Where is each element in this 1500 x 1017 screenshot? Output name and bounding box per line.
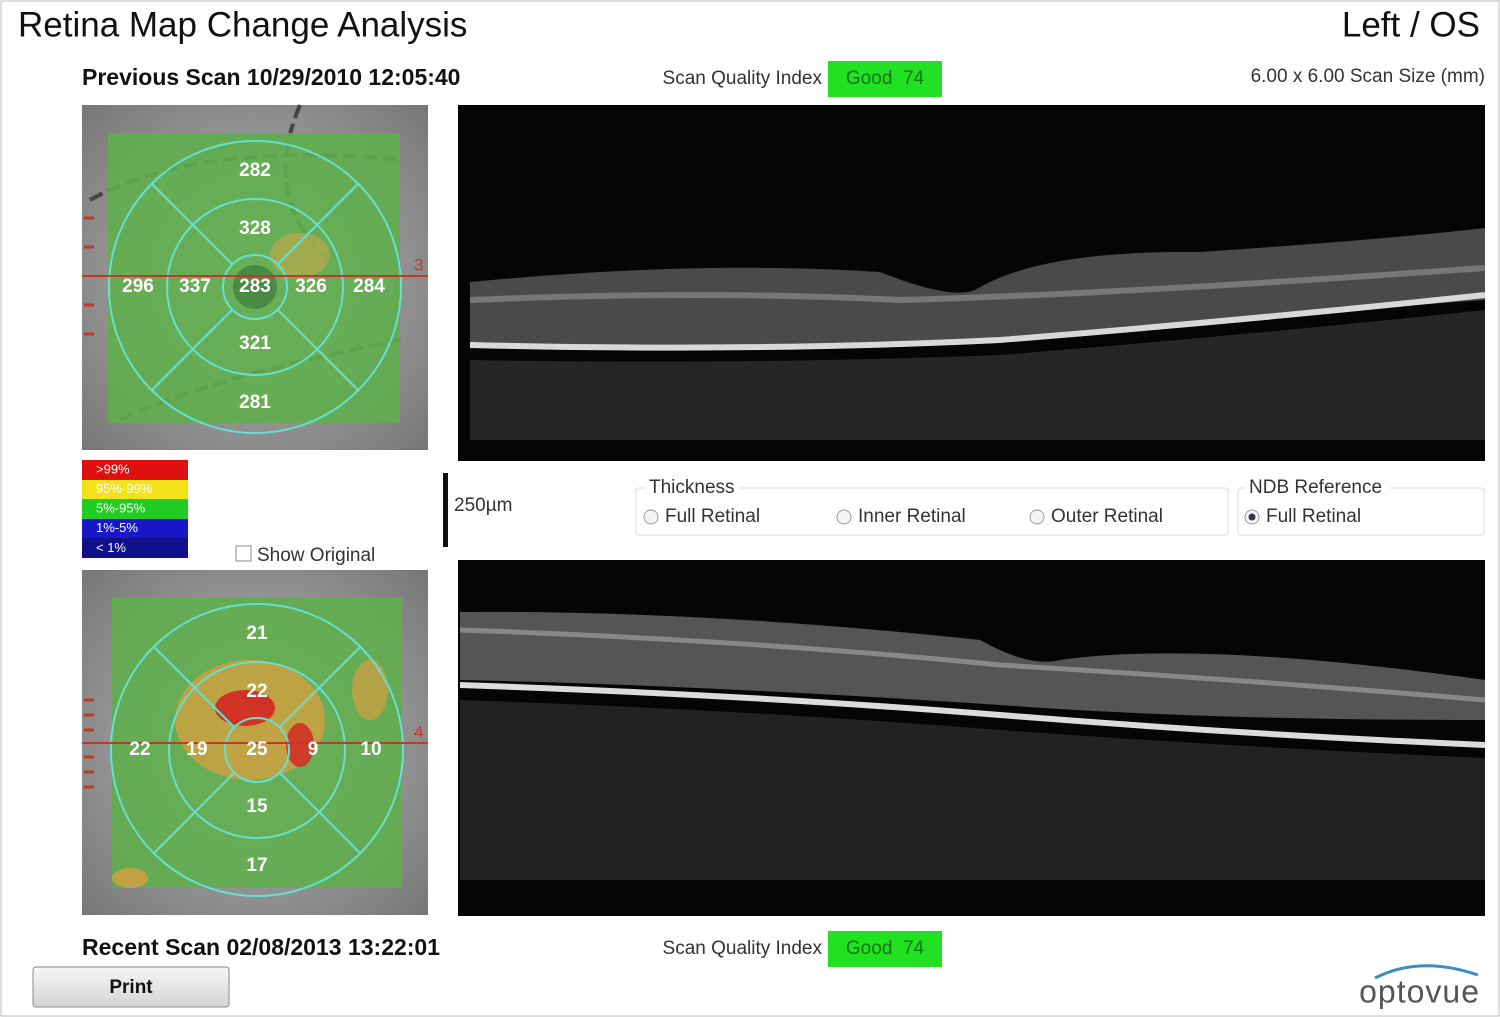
radio-label[interactable]: Inner Retinal [858, 506, 966, 527]
scale-bar-label: 250µm [454, 495, 512, 516]
legend-label: 5%-95% [96, 501, 146, 516]
map-value: 17 [246, 855, 267, 876]
map-value: 296 [122, 276, 154, 297]
legend-label: 95%-99% [96, 481, 153, 496]
legend-label: >99% [96, 461, 130, 476]
quality-label: Scan Quality Index [663, 68, 823, 89]
oct-image [458, 560, 1485, 916]
map-value: 21 [246, 623, 268, 644]
map-value: 326 [295, 276, 327, 297]
map-value: 328 [239, 218, 271, 239]
scan-size: 6.00 x 6.00 Scan Size (mm) [1251, 66, 1485, 87]
line-number: 3 [414, 255, 423, 274]
show-original[interactable]: Show Original [257, 545, 375, 566]
print-label[interactable]: Print [109, 977, 153, 998]
recent-scan-label: Recent Scan 02/08/2013 13:22:01 [82, 934, 440, 960]
oct-image [458, 105, 1485, 461]
map-value: 25 [246, 739, 268, 760]
map-value: 22 [129, 739, 150, 760]
map-value: 9 [308, 739, 319, 760]
title: Retina Map Change Analysis [18, 5, 467, 44]
map-value: 281 [239, 392, 271, 413]
radio-dot [1249, 514, 1256, 521]
map-value: 337 [179, 276, 211, 297]
radio[interactable] [837, 510, 851, 524]
logo: optovue [1359, 973, 1480, 1009]
radio-label[interactable]: Full Retinal [1266, 506, 1361, 527]
radio-label[interactable]: Full Retinal [665, 506, 760, 527]
radio[interactable] [1030, 510, 1044, 524]
quality-value: Good 74 [846, 68, 925, 89]
radio-label[interactable]: Outer Retinal [1051, 506, 1163, 527]
legend-label: 1%-5% [96, 520, 138, 535]
quality-value: Good 74 [846, 938, 925, 959]
quality-label: Scan Quality Index [663, 938, 823, 959]
show-original-checkbox[interactable] [236, 546, 251, 561]
thickness-title: Thickness [649, 477, 735, 498]
scale-bar [443, 473, 448, 547]
eye: Left / OS [1342, 5, 1480, 44]
ndb-title: NDB Reference [1249, 477, 1382, 498]
map-value: 283 [239, 276, 271, 297]
line-number: 4 [414, 722, 423, 741]
map-value: 15 [246, 796, 268, 817]
map-value: 321 [239, 333, 271, 354]
legend-label: < 1% [96, 540, 126, 555]
map-value: 10 [360, 739, 381, 760]
map-value: 22 [246, 681, 267, 702]
radio[interactable] [644, 510, 658, 524]
map-value: 284 [353, 276, 385, 297]
previous-scan-label: Previous Scan 10/29/2010 12:05:40 [82, 64, 460, 90]
map-value: 19 [186, 739, 207, 760]
map-value: 282 [239, 160, 271, 181]
